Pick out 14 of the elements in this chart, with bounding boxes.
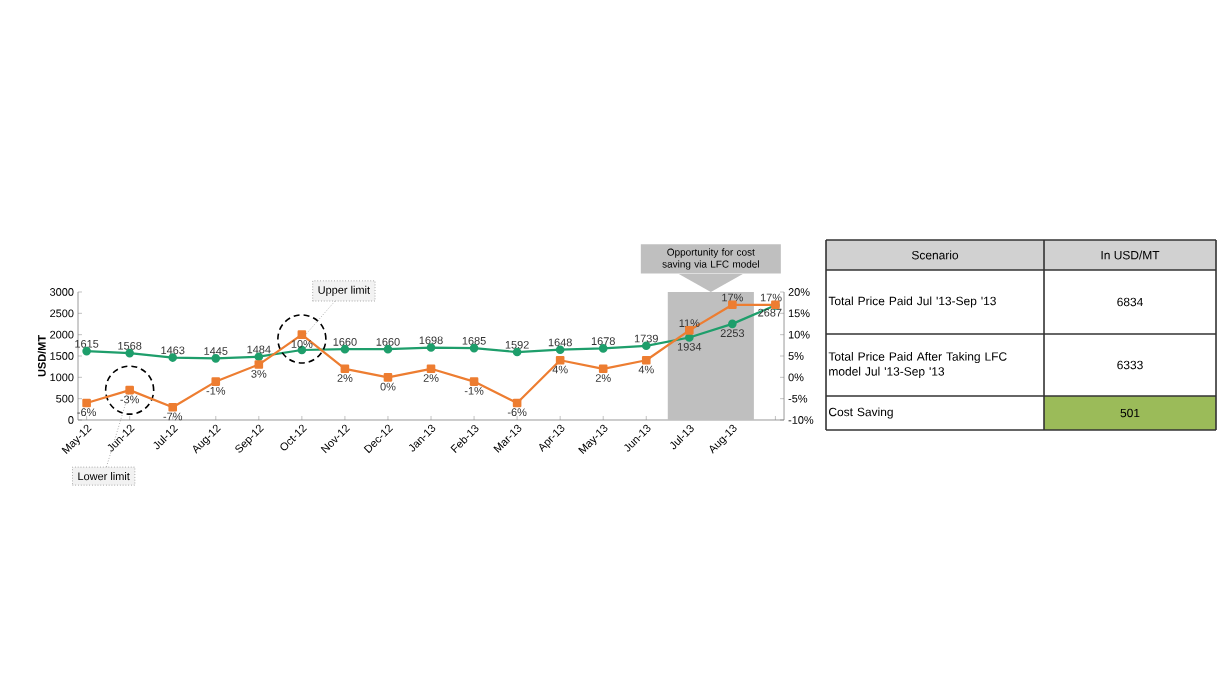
point bbox=[297, 330, 307, 339]
point bbox=[82, 398, 91, 408]
point bbox=[340, 364, 350, 374]
point bbox=[598, 364, 608, 374]
point bbox=[383, 373, 393, 382]
point bbox=[555, 355, 565, 365]
point bbox=[641, 355, 651, 365]
point bbox=[728, 319, 737, 329]
point bbox=[469, 377, 479, 386]
point bbox=[168, 402, 178, 412]
point bbox=[512, 398, 522, 408]
point bbox=[426, 364, 436, 374]
point bbox=[211, 377, 221, 386]
point bbox=[254, 360, 264, 369]
